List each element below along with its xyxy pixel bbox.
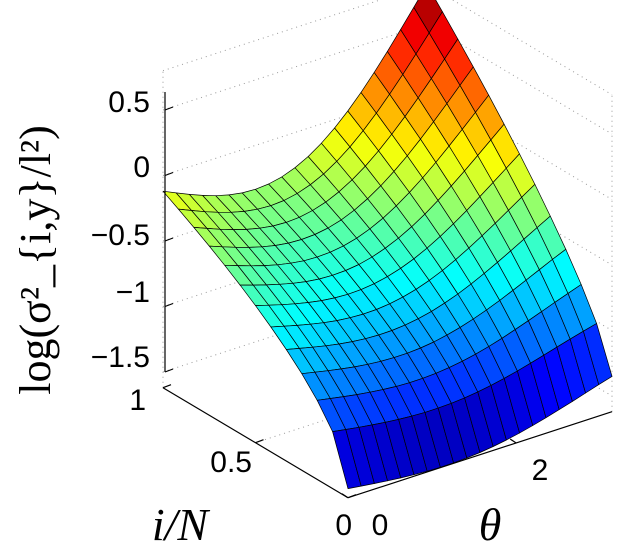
y-tick-mark (347, 494, 357, 499)
z-tick-label: 0 (133, 151, 150, 184)
z-tick-mark (164, 106, 174, 111)
z-tick-label: −1.5 (91, 341, 150, 374)
x-tick-mark (509, 438, 517, 444)
theta-axis-line (347, 411, 613, 499)
x-tick-label: 2 (532, 454, 549, 487)
z-tick-mark (164, 368, 174, 373)
y-tick-mark (255, 439, 264, 444)
x-axis-label: θ (479, 499, 502, 550)
grid-line (451, 0, 613, 96)
axis-lines (162, 92, 613, 499)
surface-cell (583, 323, 613, 385)
z-tick-mark (164, 302, 174, 308)
y-tick-label: 0.5 (210, 446, 252, 479)
y-tick-label: 0 (335, 509, 352, 542)
z-axis-label-text: log(σ²_{i,y}/l²) (11, 125, 60, 395)
x-tick-label: 0 (372, 509, 389, 542)
y-tick-mark (162, 384, 172, 389)
z-axis-label: log(σ²_{i,y}/l²) (11, 125, 60, 395)
z-tick-label: 0.5 (108, 86, 150, 119)
y-tick-label: 1 (129, 384, 146, 417)
surface-mesh (162, 0, 613, 489)
z-tick-mark (164, 171, 174, 177)
z-tick-label: −0.5 (91, 219, 150, 252)
z-tick-mark (164, 237, 174, 242)
y-axis-label: i/N (152, 499, 211, 550)
x-tick-mark (341, 493, 349, 499)
z-tick-label: −1 (116, 276, 150, 309)
